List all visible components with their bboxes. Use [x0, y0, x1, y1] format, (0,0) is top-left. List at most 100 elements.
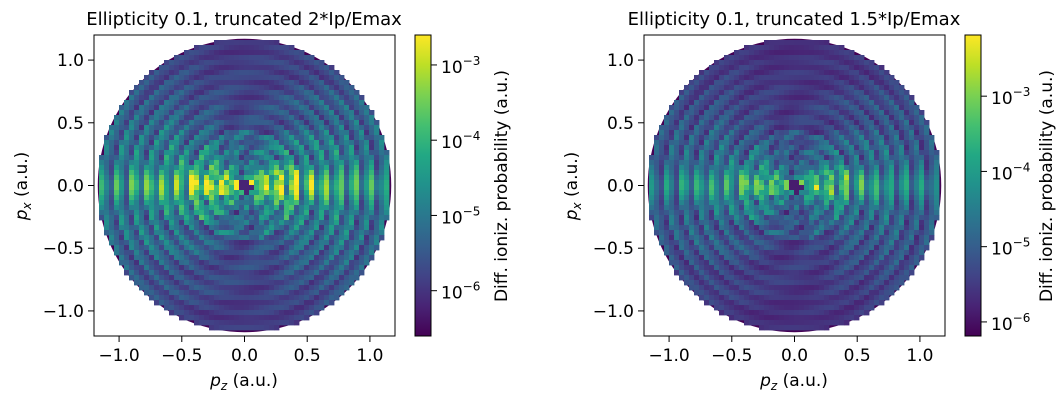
heatmap-cell	[314, 135, 320, 141]
heatmap-cell	[299, 215, 305, 221]
heatmap-cell	[729, 55, 735, 61]
heatmap-cell	[214, 80, 220, 86]
heatmap-cell	[309, 270, 315, 276]
heatmap-cell	[719, 215, 725, 221]
heatmap-cell	[819, 200, 825, 206]
heatmap-cell	[789, 185, 795, 191]
heatmap-cell	[239, 125, 245, 131]
heatmap-cell	[209, 60, 215, 66]
heatmap-cell	[699, 105, 705, 111]
panel-2-heatmap-disc	[647, 38, 942, 333]
heatmap-cell	[924, 225, 930, 231]
heatmap-cell	[704, 100, 710, 106]
heatmap-cell	[834, 220, 840, 226]
heatmap-cell	[649, 180, 655, 186]
heatmap-cell	[884, 120, 890, 126]
heatmap-cell	[904, 250, 910, 256]
heatmap-cell	[764, 245, 770, 251]
heatmap-cell	[159, 115, 165, 121]
heatmap-cell	[914, 205, 920, 211]
heatmap-cell	[234, 210, 240, 216]
heatmap-cell	[709, 155, 715, 161]
heatmap-cell	[879, 235, 885, 241]
heatmap-cell	[679, 215, 685, 221]
heatmap-cell	[134, 240, 140, 246]
heatmap-cell	[714, 140, 720, 146]
heatmap-cell	[774, 140, 780, 146]
heatmap-cell	[194, 185, 200, 191]
heatmap-cell	[229, 205, 235, 211]
heatmap-cell	[104, 220, 110, 226]
heatmap-cell	[789, 135, 795, 141]
heatmap-cell	[369, 185, 375, 191]
heatmap-cell	[334, 225, 340, 231]
heatmap-cell	[744, 220, 750, 226]
heatmap-cell	[764, 140, 770, 146]
heatmap-cell	[894, 130, 900, 136]
heatmap-cell	[229, 130, 235, 136]
heatmap-cell	[929, 235, 935, 241]
heatmap-cell	[794, 95, 800, 101]
heatmap-cell	[279, 290, 285, 296]
heatmap-cell	[269, 170, 275, 176]
heatmap-cell	[689, 245, 695, 251]
heatmap-cell	[129, 105, 135, 111]
heatmap-cell	[349, 275, 355, 281]
heatmap-cell	[289, 280, 295, 286]
heatmap-cell	[329, 275, 335, 281]
heatmap-cell	[109, 205, 115, 211]
heatmap-cell	[674, 125, 680, 131]
heatmap-cell	[289, 185, 295, 191]
heatmap-cell	[819, 185, 825, 191]
heatmap-cell	[289, 160, 295, 166]
heatmap-cell	[344, 105, 350, 111]
heatmap-cell	[774, 90, 780, 96]
heatmap-cell	[684, 135, 690, 141]
heatmap-cell	[724, 55, 730, 61]
heatmap-cell	[699, 155, 705, 161]
heatmap-cell	[754, 250, 760, 256]
heatmap-cell	[864, 165, 870, 171]
heatmap-cell	[749, 205, 755, 211]
heatmap-cell	[874, 225, 880, 231]
heatmap-cell	[864, 75, 870, 81]
heatmap-cell	[679, 155, 685, 161]
heatmap-cell	[254, 235, 260, 241]
heatmap-cell	[354, 195, 360, 201]
heatmap-cell	[179, 280, 185, 286]
heatmap-cell	[714, 105, 720, 111]
heatmap-cell	[164, 115, 170, 121]
heatmap-cell	[109, 190, 115, 196]
heatmap-cell	[739, 255, 745, 261]
heatmap-cell	[169, 175, 175, 181]
heatmap-cell	[769, 190, 775, 196]
heatmap-cell	[874, 190, 880, 196]
heatmap-cell	[224, 190, 230, 196]
heatmap-cell	[649, 205, 655, 211]
heatmap-cell	[754, 200, 760, 206]
heatmap-cell	[769, 145, 775, 151]
heatmap-cell	[334, 195, 340, 201]
heatmap-cell	[204, 300, 210, 306]
heatmap-cell	[319, 125, 325, 131]
heatmap-cell	[734, 120, 740, 126]
heatmap-cell	[169, 265, 175, 271]
heatmap-cell	[334, 250, 340, 256]
heatmap-cell	[114, 165, 120, 171]
heatmap-cell	[209, 250, 215, 256]
heatmap-cell	[684, 210, 690, 216]
heatmap-cell	[339, 280, 345, 286]
heatmap-cell	[199, 70, 205, 76]
heatmap-cell	[159, 280, 165, 286]
heatmap-cell	[339, 75, 345, 81]
heatmap-cell	[684, 245, 690, 251]
heatmap-cell	[139, 170, 145, 176]
heatmap-cell	[184, 80, 190, 86]
heatmap-cell	[194, 90, 200, 96]
heatmap-cell	[154, 230, 160, 236]
heatmap-cell	[724, 175, 730, 181]
heatmap-cell	[274, 285, 280, 291]
heatmap-cell	[854, 125, 860, 131]
heatmap-cell	[319, 130, 325, 136]
heatmap-cell	[889, 90, 895, 96]
